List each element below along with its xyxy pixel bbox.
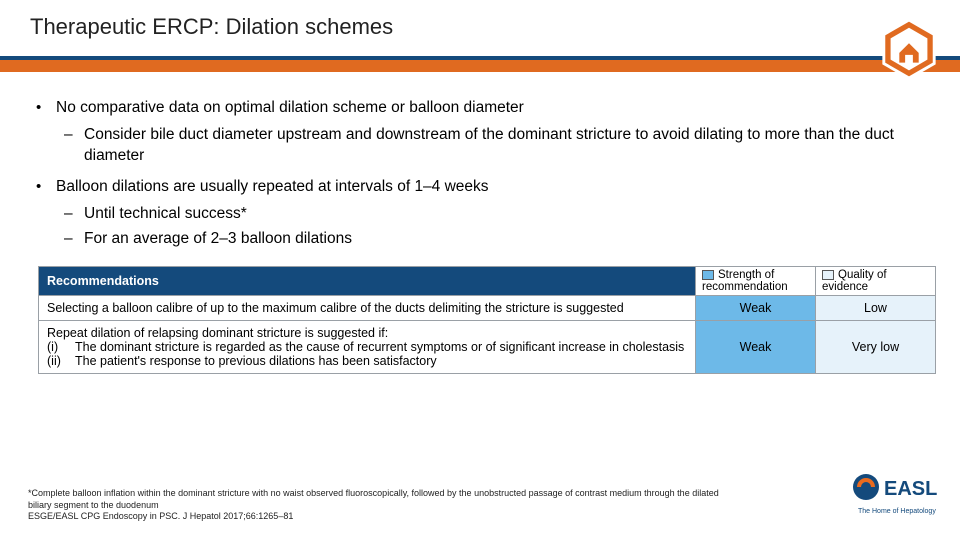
- rec-sub-item: (ii) The patient's response to previous …: [47, 354, 687, 368]
- quality-cell: Low: [816, 295, 936, 320]
- legend-strength: Strength of recommendation: [696, 266, 816, 295]
- bullet-item: No comparative data on optimal dilation …: [34, 98, 936, 167]
- bullet-text: Balloon dilations are usually repeated a…: [56, 178, 489, 195]
- legend-quality: Quality of evidence: [816, 266, 936, 295]
- strength-swatch: [702, 270, 714, 280]
- bullet-item: Balloon dilations are usually repeated a…: [34, 177, 936, 250]
- orange-divider: [0, 60, 960, 72]
- citation-line: ESGE/EASL CPG Endoscopy in PSC. J Hepato…: [28, 511, 728, 522]
- recommendations-table-wrap: Recommendations Strength of recommendati…: [38, 266, 936, 374]
- footnote-line: *Complete balloon inflation within the d…: [28, 488, 728, 511]
- rec-sub-item: (i) The dominant stricture is regarded a…: [47, 340, 687, 354]
- sub-bullet-item: For an average of 2–3 balloon dilations: [56, 229, 936, 250]
- footnote: *Complete balloon inflation within the d…: [28, 488, 728, 522]
- table-row: Repeat dilation of relapsing dominant st…: [39, 320, 936, 373]
- content-area: No comparative data on optimal dilation …: [0, 72, 960, 250]
- strength-cell: Weak: [696, 295, 816, 320]
- svg-text:The Home of Hepatology: The Home of Hepatology: [858, 508, 936, 515]
- sub-bullet-item: Consider bile duct diameter upstream and…: [56, 125, 936, 167]
- bullet-text: No comparative data on optimal dilation …: [56, 99, 524, 116]
- strength-cell: Weak: [696, 320, 816, 373]
- recommendation-cell: Repeat dilation of relapsing dominant st…: [39, 320, 696, 373]
- recommendation-cell: Selecting a balloon calibre of up to the…: [39, 295, 696, 320]
- slide-title: Therapeutic ERCP: Dilation schemes: [0, 0, 960, 56]
- table-row: Selecting a balloon calibre of up to the…: [39, 295, 936, 320]
- rec-lead: Repeat dilation of relapsing dominant st…: [47, 326, 687, 340]
- quality-cell: Very low: [816, 320, 936, 373]
- quality-swatch: [822, 270, 834, 280]
- svg-text:EASL: EASL: [884, 478, 937, 500]
- recommendations-table: Recommendations Strength of recommendati…: [38, 266, 936, 374]
- recommendations-header: Recommendations: [39, 266, 696, 295]
- easl-logo: EASL The Home of Hepatology: [850, 469, 940, 524]
- home-icon[interactable]: [878, 18, 940, 80]
- sub-bullet-item: Until technical success*: [56, 204, 936, 225]
- slide-header: Therapeutic ERCP: Dilation schemes: [0, 0, 960, 72]
- table-header-row: Recommendations Strength of recommendati…: [39, 266, 936, 295]
